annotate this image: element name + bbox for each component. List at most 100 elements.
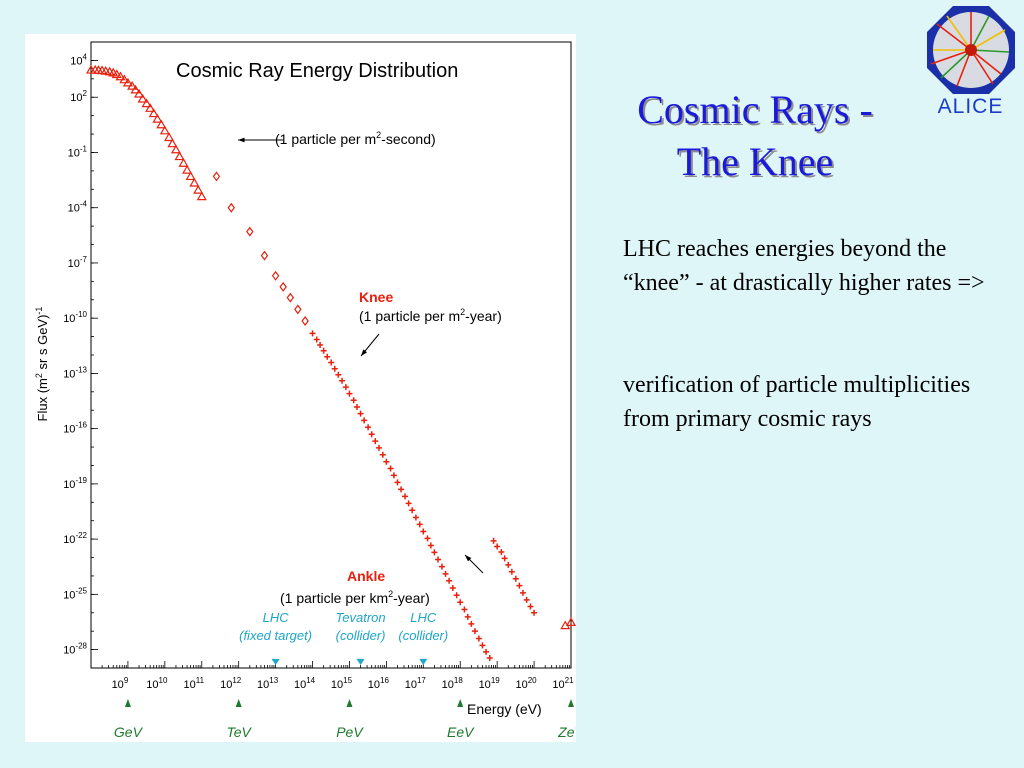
y-label-sup1: 2 — [34, 373, 44, 378]
y-tick-exp: -13 — [75, 365, 87, 374]
annotation-text-one-per-m2-second: (1 particle per m2-second) — [275, 130, 436, 147]
y-tick-label: 104 — [70, 52, 87, 67]
data-point-triangle — [115, 71, 126, 81]
x-tick-base: 10 — [405, 679, 417, 691]
y-tick-base: 10 — [63, 313, 75, 325]
x-tick-label: 1021 — [552, 676, 574, 691]
data-point-triangle — [156, 119, 167, 129]
body-paragraph-2: verification of particle multiplicities … — [623, 372, 971, 432]
data-point-cross — [523, 596, 530, 603]
data-point-cross — [361, 417, 368, 424]
y-tick-exp: -19 — [75, 476, 87, 485]
data-point-cross — [468, 620, 475, 627]
y-tick-label: 10-22 — [63, 531, 87, 546]
data-point-triangle — [119, 74, 130, 84]
y-tick-exp: -10 — [75, 310, 87, 319]
points-layer — [85, 64, 576, 661]
x-tick-base: 10 — [331, 679, 343, 691]
data-point-cross — [350, 397, 357, 404]
x-tick-base: 10 — [552, 679, 564, 691]
data-point-cross — [453, 592, 460, 599]
x-tick-exp: 20 — [528, 676, 537, 685]
annotation-text-end: -second) — [381, 131, 435, 147]
y-tick-base: 10 — [63, 368, 75, 380]
data-point-cross — [409, 507, 416, 514]
x-tick-label: 1018 — [442, 676, 464, 691]
data-point-triangle — [127, 80, 138, 90]
data-point-diamond — [260, 250, 269, 261]
data-point-cross — [357, 410, 364, 417]
x-tick-label: 1013 — [257, 676, 279, 691]
data-point-cross — [527, 603, 534, 610]
data-point-cross — [379, 451, 386, 458]
data-point-cross — [412, 514, 419, 521]
data-point-cross — [353, 403, 360, 410]
chart-svg: Cosmic Ray Energy Distribution Flux (m2 … — [34, 41, 576, 740]
accelerator-label: LHC — [410, 610, 437, 625]
y-tick-base: 10 — [63, 479, 75, 491]
data-point-cross — [416, 521, 423, 528]
data-point-triangle — [134, 88, 145, 98]
annotation-arrow-head — [465, 555, 472, 562]
x-tick-exp: 13 — [269, 676, 278, 685]
y-tick-exp: -25 — [75, 586, 87, 595]
y-tick-label: 10-19 — [63, 476, 87, 491]
data-point-cross — [494, 543, 501, 550]
x-tick-label: 1010 — [146, 676, 168, 691]
y-tick-base: 10 — [70, 92, 82, 104]
data-point-diamond — [227, 202, 236, 213]
x-tick-exp: 15 — [343, 676, 352, 685]
annotation-label-ankle: Ankle — [347, 568, 385, 584]
energy-unit-label: TeV — [226, 724, 252, 740]
x-tick-label: 1017 — [405, 676, 427, 691]
data-point-cross — [479, 642, 486, 649]
data-point-diamond — [301, 316, 309, 327]
data-point-triangle — [141, 98, 152, 108]
body-paragraph-1: LHC reaches energies beyond the “knee” -… — [623, 236, 985, 296]
annotation-text-sup: 2 — [460, 307, 465, 317]
data-point-triangle — [560, 620, 571, 630]
y-label-sup2: -1 — [34, 307, 44, 315]
data-point-triangle — [174, 151, 185, 161]
data-point-triangle — [170, 144, 181, 154]
y-tick-label: 10-4 — [68, 200, 88, 215]
data-point-cross — [390, 472, 397, 479]
accelerator-sublabel: (fixed target) — [239, 628, 312, 643]
energy-unit-label: PeV — [336, 724, 364, 740]
annotation-text-end: -year) — [393, 590, 430, 606]
data-point-cross — [464, 613, 471, 620]
x-tick-base: 10 — [442, 679, 454, 691]
data-point-triangle — [130, 84, 141, 94]
data-point-triangle — [152, 113, 163, 123]
data-point-cross — [342, 384, 349, 391]
data-point-cross — [383, 458, 390, 465]
y-tick-exp: -28 — [75, 642, 87, 651]
data-point-cross — [498, 548, 505, 555]
data-point-triangle — [189, 177, 200, 187]
x-tick-exp: 21 — [565, 676, 574, 685]
data-point-cross — [446, 577, 453, 584]
data-point-cross — [531, 609, 538, 616]
x-tick-label: 1020 — [515, 676, 537, 691]
data-point-cross — [339, 377, 346, 384]
data-point-cross — [309, 330, 316, 337]
accelerator-label: Tevatron — [336, 610, 386, 625]
x-tick-label: 1019 — [479, 676, 501, 691]
annotation-text-knee: (1 particle per m2-year) — [359, 307, 502, 324]
data-point-cross — [516, 582, 523, 589]
data-point-cross — [501, 555, 508, 562]
data-point-triangle — [122, 77, 133, 87]
x-tick-label: 1014 — [294, 676, 316, 691]
energy-unit-label: ZeV — [557, 724, 576, 740]
data-point-cross — [317, 341, 324, 348]
data-point-triangle — [565, 617, 576, 626]
x-tick-base: 10 — [368, 679, 380, 691]
alice-logo-text: ALICE — [937, 95, 1004, 118]
data-point-cross — [313, 336, 320, 343]
annotation-arrow-head — [238, 137, 245, 143]
data-point-cross — [483, 648, 490, 655]
y-tick-base: 10 — [63, 534, 75, 546]
slide-title: Cosmic Rays - The Knee — [600, 84, 910, 188]
x-tick-exp: 16 — [380, 676, 389, 685]
y-tick-base: 10 — [68, 258, 80, 270]
